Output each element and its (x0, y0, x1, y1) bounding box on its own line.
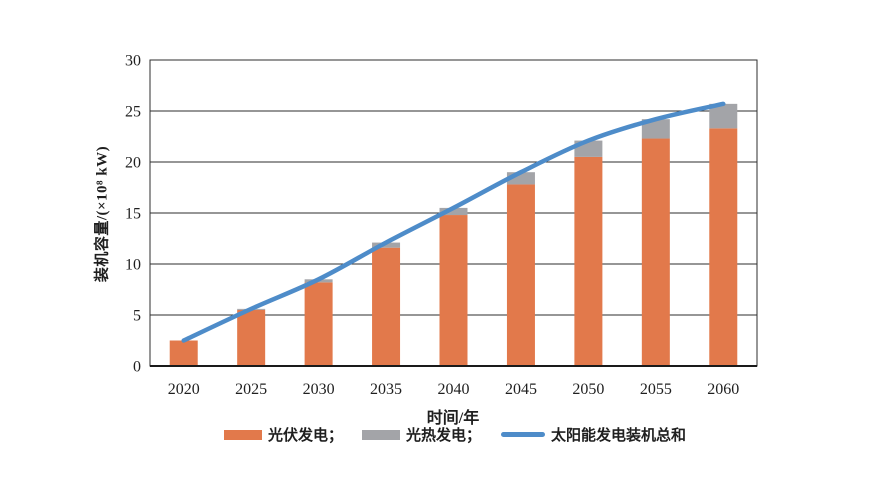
x-tick-label: 2060 (707, 381, 739, 398)
x-tick-label: 2040 (438, 381, 470, 398)
bar-pv-2050 (574, 156, 603, 366)
legend-label-total: 太阳能发电装机总和 (551, 428, 687, 444)
pv-swatch (224, 429, 262, 440)
y-tick-label: 30 (125, 53, 141, 70)
bar-csp-2035 (372, 242, 401, 248)
x-tick-label: 2045 (505, 381, 537, 398)
x-tick-label: 2055 (640, 381, 672, 398)
bar-pv-2025 (237, 309, 266, 366)
legend-item-csp: 光热发电； (362, 426, 482, 444)
bar-pv-2035 (372, 247, 401, 366)
y-tick-label: 15 (125, 206, 141, 223)
x-tick-label: 2050 (572, 381, 604, 398)
bar-pv-2030 (304, 282, 333, 366)
bar-pv-2040 (439, 215, 468, 366)
total-line (181, 101, 726, 343)
y-axis-title: 装机容量/(×10⁸ kW) (94, 145, 111, 283)
x-axis-title: 时间/年 (426, 410, 480, 427)
bar-pv-2055 (641, 138, 670, 366)
legend-item-total: 太阳能发电装机总和 (501, 426, 687, 444)
bar-csp-2055 (641, 119, 670, 139)
legend-label-csp: 光热发电； (406, 428, 482, 444)
bar-pv-2045 (506, 184, 535, 366)
y-tick-label: 25 (125, 104, 141, 121)
x-tick-label: 2020 (168, 381, 200, 398)
legend-item-pv: 光伏发电； (224, 426, 344, 444)
y-tick-label: 0 (133, 359, 141, 376)
legend-label-pv: 光伏发电； (268, 428, 344, 444)
y-tick-label: 20 (125, 155, 141, 172)
y-tick-label: 10 (125, 257, 141, 274)
bar-pv-2020 (169, 340, 198, 366)
csp-swatch (362, 429, 400, 440)
x-tick-label: 2025 (235, 381, 267, 398)
bar-csp-2040 (439, 207, 468, 216)
x-tick-label: 2030 (303, 381, 335, 398)
x-tick-label: 2035 (370, 381, 402, 398)
line-swatch (501, 432, 545, 437)
y-tick-label: 5 (133, 308, 141, 325)
bar-pv-2060 (709, 128, 738, 366)
